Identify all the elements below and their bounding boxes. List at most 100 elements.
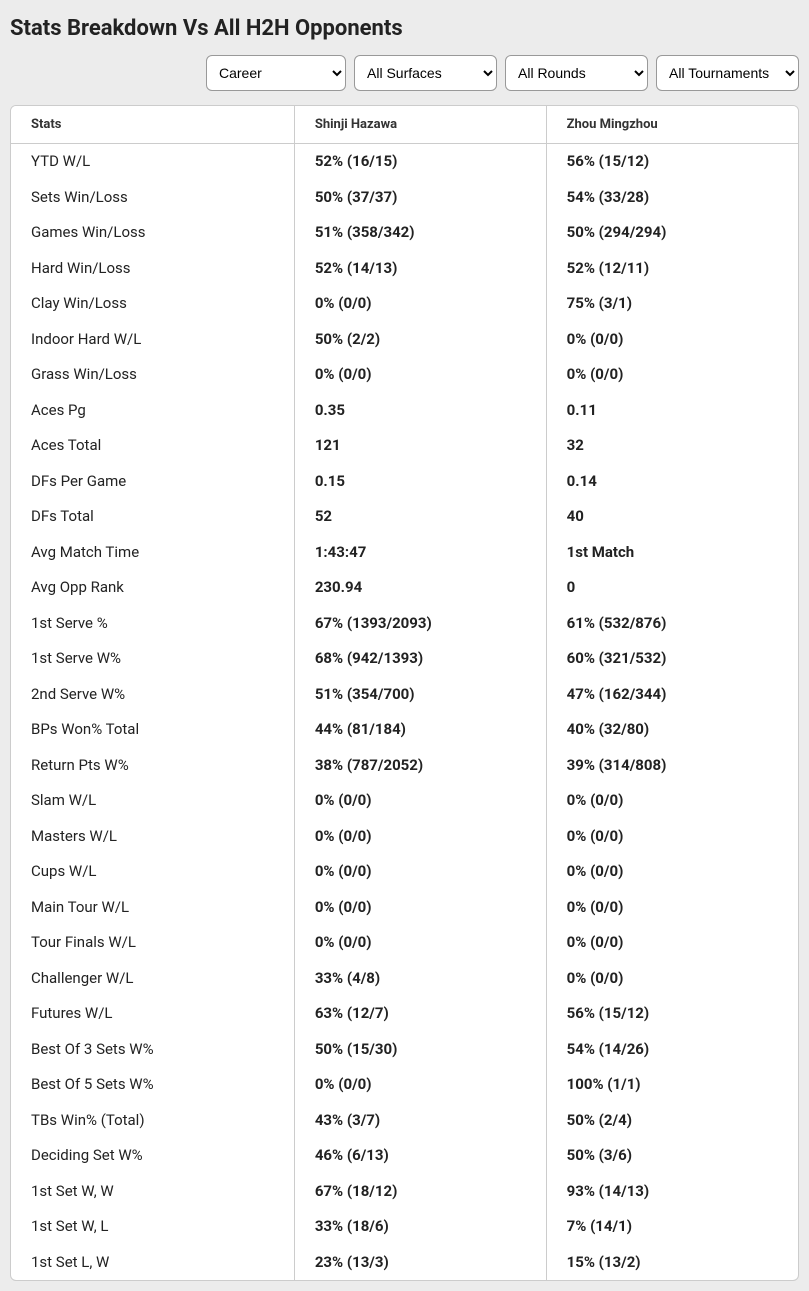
table-row: 1st Set W, L33% (18/6)7% (14/1) [11,1209,798,1245]
table-row: Grass Win/Loss0% (0/0)0% (0/0) [11,357,798,393]
table-row: Masters W/L0% (0/0)0% (0/0) [11,819,798,855]
player2-value: 50% (2/4) [546,1103,798,1139]
player2-value: 40 [546,499,798,535]
player1-value: 0.15 [294,464,546,500]
stat-label: 1st Serve % [11,606,294,642]
table-row: Cups W/L0% (0/0)0% (0/0) [11,854,798,890]
stat-label: Deciding Set W% [11,1138,294,1174]
header-player1: Shinji Hazawa [294,106,546,144]
stat-label: Hard Win/Loss [11,251,294,287]
round-select[interactable]: All Rounds [505,55,648,91]
table-row: Best Of 5 Sets W%0% (0/0)100% (1/1) [11,1067,798,1103]
stat-label: Sets Win/Loss [11,180,294,216]
player1-value: 230.94 [294,570,546,606]
player2-value: 7% (14/1) [546,1209,798,1245]
player2-value: 93% (14/13) [546,1174,798,1210]
player1-value: 0% (0/0) [294,783,546,819]
table-row: 1st Set L, W23% (13/3)15% (13/2) [11,1245,798,1281]
stat-label: 1st Set W, L [11,1209,294,1245]
player1-value: 67% (1393/2093) [294,606,546,642]
player1-value: 67% (18/12) [294,1174,546,1210]
player2-value: 0.11 [546,393,798,429]
stat-label: Avg Opp Rank [11,570,294,606]
stat-label: Best Of 5 Sets W% [11,1067,294,1103]
table-row: Aces Pg0.350.11 [11,393,798,429]
table-header-row: Stats Shinji Hazawa Zhou Mingzhou [11,106,798,144]
table-row: 2nd Serve W%51% (354/700)47% (162/344) [11,677,798,713]
player1-value: 33% (18/6) [294,1209,546,1245]
player2-value: 0% (0/0) [546,783,798,819]
player2-value: 40% (32/80) [546,712,798,748]
player2-value: 47% (162/344) [546,677,798,713]
player1-value: 1:43:47 [294,535,546,571]
player2-value: 15% (13/2) [546,1245,798,1281]
stat-label: TBs Win% (Total) [11,1103,294,1139]
player2-value: 60% (321/532) [546,641,798,677]
table-row: Hard Win/Loss52% (14/13)52% (12/11) [11,251,798,287]
player2-value: 0% (0/0) [546,890,798,926]
stats-card: Stats Shinji Hazawa Zhou Mingzhou YTD W/… [10,105,799,1281]
stat-label: Futures W/L [11,996,294,1032]
stat-label: 1st Set W, W [11,1174,294,1210]
player1-value: 46% (6/13) [294,1138,546,1174]
table-row: Return Pts W%38% (787/2052)39% (314/808) [11,748,798,784]
player2-value: 0.14 [546,464,798,500]
player1-value: 33% (4/8) [294,961,546,997]
player2-value: 1st Match [546,535,798,571]
stat-label: Challenger W/L [11,961,294,997]
stat-label: Main Tour W/L [11,890,294,926]
player1-value: 44% (81/184) [294,712,546,748]
player1-value: 43% (3/7) [294,1103,546,1139]
table-body: YTD W/L52% (16/15)56% (15/12)Sets Win/Lo… [11,144,798,1281]
player2-value: 50% (3/6) [546,1138,798,1174]
table-row: BPs Won% Total44% (81/184)40% (32/80) [11,712,798,748]
page-title: Stats Breakdown Vs All H2H Opponents [10,10,799,55]
player1-value: 51% (358/342) [294,215,546,251]
player2-value: 50% (294/294) [546,215,798,251]
stat-label: Clay Win/Loss [11,286,294,322]
player2-value: 0% (0/0) [546,819,798,855]
player2-value: 54% (14/26) [546,1032,798,1068]
surface-select[interactable]: All Surfaces [354,55,497,91]
table-row: Slam W/L0% (0/0)0% (0/0) [11,783,798,819]
player1-value: 0.35 [294,393,546,429]
stat-label: Tour Finals W/L [11,925,294,961]
player1-value: 0% (0/0) [294,890,546,926]
player2-value: 75% (3/1) [546,286,798,322]
player2-value: 56% (15/12) [546,144,798,180]
player1-value: 52% (14/13) [294,251,546,287]
stat-label: Return Pts W% [11,748,294,784]
player1-value: 0% (0/0) [294,1067,546,1103]
table-row: Clay Win/Loss0% (0/0)75% (3/1) [11,286,798,322]
player1-value: 50% (37/37) [294,180,546,216]
player1-value: 38% (787/2052) [294,748,546,784]
player2-value: 54% (33/28) [546,180,798,216]
table-row: Sets Win/Loss50% (37/37)54% (33/28) [11,180,798,216]
stat-label: Avg Match Time [11,535,294,571]
player2-value: 39% (314/808) [546,748,798,784]
stat-label: Indoor Hard W/L [11,322,294,358]
player2-value: 0% (0/0) [546,357,798,393]
stat-label: 1st Serve W% [11,641,294,677]
table-row: DFs Total5240 [11,499,798,535]
player2-value: 0% (0/0) [546,854,798,890]
stat-label: Games Win/Loss [11,215,294,251]
player1-value: 63% (12/7) [294,996,546,1032]
player2-value: 0% (0/0) [546,322,798,358]
stat-label: YTD W/L [11,144,294,180]
player2-value: 0 [546,570,798,606]
tournament-select[interactable]: All Tournaments [656,55,799,91]
header-player2: Zhou Mingzhou [546,106,798,144]
stat-label: BPs Won% Total [11,712,294,748]
table-row: 1st Serve %67% (1393/2093)61% (532/876) [11,606,798,642]
player1-value: 0% (0/0) [294,286,546,322]
stats-table: Stats Shinji Hazawa Zhou Mingzhou YTD W/… [11,106,798,1280]
table-row: TBs Win% (Total)43% (3/7)50% (2/4) [11,1103,798,1139]
player1-value: 0% (0/0) [294,925,546,961]
table-row: Avg Opp Rank230.940 [11,570,798,606]
player1-value: 52% (16/15) [294,144,546,180]
period-select[interactable]: Career [206,55,346,91]
player2-value: 0% (0/0) [546,961,798,997]
stat-label: Aces Total [11,428,294,464]
stat-label: DFs Per Game [11,464,294,500]
